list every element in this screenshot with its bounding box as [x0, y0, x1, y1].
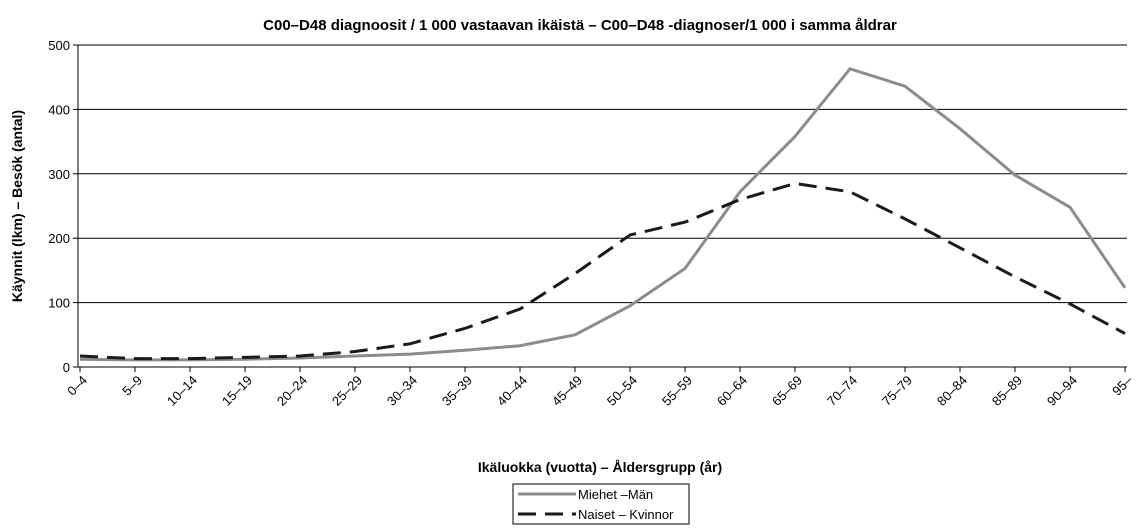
x-tick-label: 55–59: [659, 373, 695, 409]
x-tick-label: 95–: [1109, 372, 1135, 398]
y-axis-label: Käynnit (lkm) – Besök (antal): [9, 110, 25, 302]
y-tick-label: 0: [63, 360, 70, 375]
x-tick-label: 75–79: [879, 373, 915, 409]
x-tick-label: 30–34: [384, 373, 420, 409]
x-axis-label: Ikäluokka (vuotta) – Åldersgrupp (år): [478, 459, 722, 475]
x-tick-label: 15–19: [219, 373, 255, 409]
x-tick-label: 10–14: [164, 373, 200, 409]
series-line: [79, 67, 1127, 362]
x-tick-label: 35–39: [439, 373, 475, 409]
y-tick-label: 100: [48, 296, 70, 311]
series-line: [79, 181, 1126, 361]
x-tick-label: 40–44: [494, 373, 530, 409]
x-tick-label: 60–64: [714, 373, 750, 409]
x-tick-label: 90–94: [1044, 373, 1080, 409]
x-tick-label: 45–49: [549, 373, 585, 409]
x-tick-label: 80–84: [934, 373, 970, 409]
chart-title: C00–D48 diagnoosit / 1 000 vastaavan ikä…: [263, 17, 897, 34]
y-tick-label: 300: [48, 167, 70, 182]
legend-label: Naiset – Kvinnor: [578, 507, 674, 522]
legend-box: [512, 483, 690, 525]
x-tick-label: 50–54: [604, 373, 640, 409]
x-tick-label: 70–74: [824, 373, 860, 409]
x-tick-label: 5–9: [119, 373, 145, 399]
x-tick-label: 20–24: [274, 373, 310, 409]
x-tick-label: 85–89: [989, 373, 1025, 409]
y-tick-label: 400: [48, 102, 70, 117]
y-tick-label: 500: [48, 38, 70, 53]
x-tick-label: 65–69: [769, 373, 805, 409]
x-tick-label: 0–4: [64, 373, 90, 399]
x-tick-label: 25–29: [329, 373, 365, 409]
legend-label: Miehet –Män: [578, 487, 653, 502]
y-tick-label: 200: [48, 231, 70, 246]
